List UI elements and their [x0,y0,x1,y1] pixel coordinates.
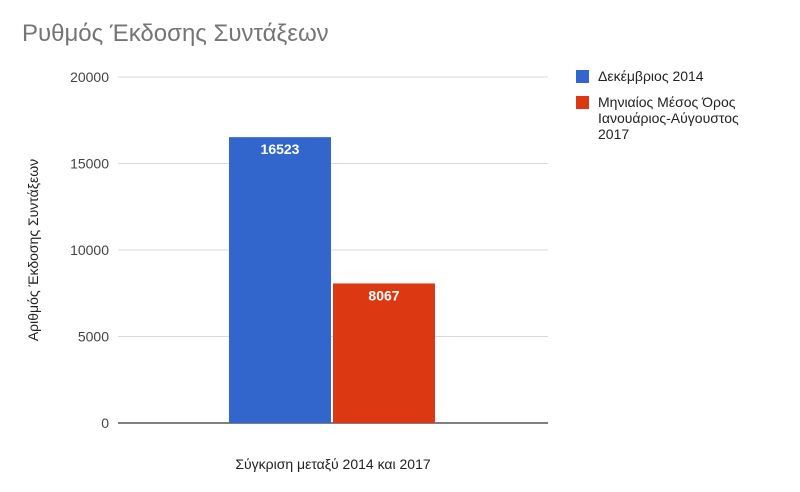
legend-label-series-2: Μηνιαίος Μέσος Όρος Ιανουάριος-Αύγουστος… [598,94,739,142]
legend-swatch-series-1 [576,70,589,83]
legend-swatch-series-2 [576,96,589,109]
y-tick-label: 0 [101,415,109,431]
y-tick-label: 5000 [78,329,109,345]
x-axis-label: Σύγκριση μεταξύ 2014 και 2017 [235,456,431,472]
legend-item-series-2[interactable]: Μηνιαίος Μέσος Όρος Ιανουάριος-Αύγουστος… [576,94,791,142]
legend-label-series-1: Δεκέμβριος 2014 [598,68,704,84]
y-tick-label: 20000 [70,69,109,85]
y-axis-label: Αριθμός Έκδοσης Συντάξεων [25,159,41,341]
y-tick-label: 10000 [70,242,109,258]
bar-series-1[interactable] [229,137,331,423]
y-tick-label: 15000 [70,156,109,172]
bar-series-2[interactable] [333,283,435,423]
data-label-series-2: 8067 [368,287,399,303]
chart-title: Ρυθμός Έκδοσης Συντάξεων [22,20,329,47]
legend: Δεκέμβριος 2014 Μηνιαίος Μέσος Όρος Ιανο… [576,68,791,152]
legend-item-series-1[interactable]: Δεκέμβριος 2014 [576,68,791,84]
data-label-series-1: 16523 [261,141,300,157]
